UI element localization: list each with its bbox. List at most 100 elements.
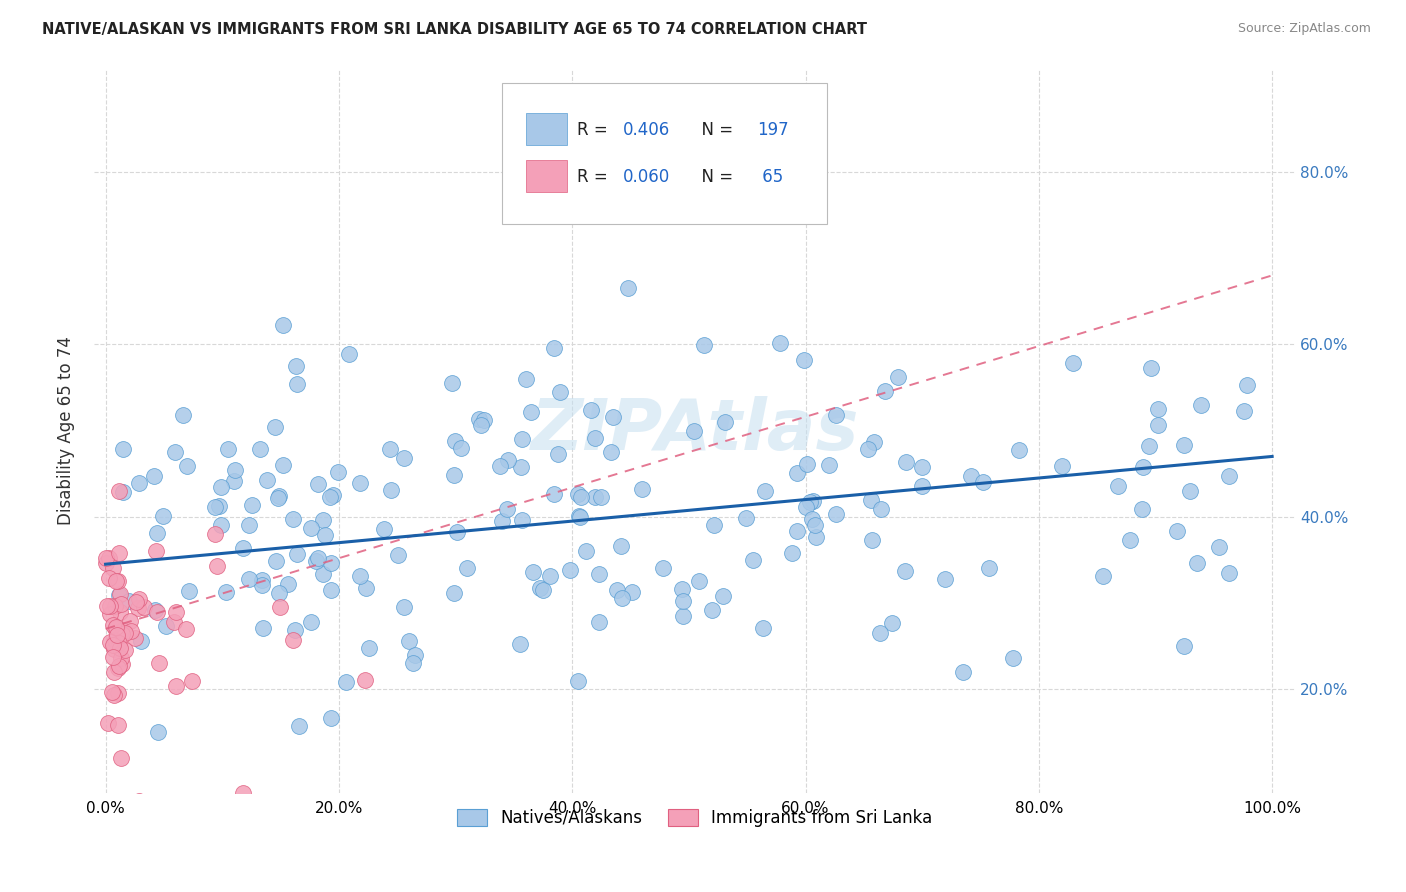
Point: [108, 605, 131, 619]
Point: [793, 352, 815, 367]
Point: [786, 466, 808, 480]
Point: [312, 513, 335, 527]
Point: [617, 280, 640, 294]
Point: [1218, 566, 1240, 581]
Point: [162, 615, 184, 629]
Point: [1146, 417, 1168, 432]
Point: [440, 376, 463, 391]
Point: [319, 582, 342, 597]
Point: [110, 597, 132, 611]
Point: [547, 447, 569, 461]
Point: [443, 467, 465, 482]
Point: [510, 513, 533, 527]
Point: [804, 517, 827, 532]
Point: [97, 715, 120, 730]
Point: [825, 508, 848, 522]
Point: [120, 624, 142, 639]
Point: [581, 403, 603, 417]
Point: [97, 571, 120, 585]
Point: [145, 543, 167, 558]
Point: [515, 372, 537, 386]
Text: 65: 65: [758, 168, 783, 186]
Point: [567, 673, 589, 688]
Point: [118, 594, 141, 608]
Point: [98, 607, 121, 621]
Point: [538, 569, 561, 583]
Point: [569, 490, 592, 504]
Point: [1185, 556, 1208, 570]
Point: [132, 600, 155, 615]
Point: [111, 624, 134, 638]
Point: [1140, 360, 1163, 375]
Point: [1119, 533, 1142, 547]
Point: [108, 658, 131, 673]
Point: [491, 515, 513, 529]
Point: [232, 541, 254, 555]
Point: [373, 522, 395, 536]
Point: [472, 412, 495, 426]
Point: [101, 618, 124, 632]
Point: [114, 643, 136, 657]
Point: [882, 616, 904, 631]
Point: [166, 605, 188, 619]
Point: [1166, 524, 1188, 538]
Point: [519, 405, 541, 419]
Text: 0.406: 0.406: [623, 121, 669, 139]
Point: [1002, 650, 1025, 665]
Point: [166, 679, 188, 693]
Point: [651, 561, 673, 575]
Point: [387, 548, 409, 562]
Point: [911, 478, 934, 492]
Point: [583, 431, 606, 445]
Point: [103, 641, 125, 656]
Point: [754, 483, 776, 498]
Point: [176, 458, 198, 473]
Point: [108, 586, 131, 600]
Point: [568, 508, 591, 523]
Point: [271, 318, 294, 332]
Point: [283, 633, 305, 648]
Point: [550, 384, 572, 399]
Point: [401, 656, 423, 670]
Point: [240, 498, 263, 512]
Point: [314, 527, 336, 541]
Point: [124, 632, 146, 646]
Point: [575, 543, 598, 558]
Point: [450, 442, 472, 456]
Point: [378, 442, 401, 456]
Point: [498, 453, 520, 467]
Point: [870, 502, 893, 516]
Point: [1218, 469, 1240, 483]
Point: [98, 634, 121, 648]
Point: [688, 574, 710, 588]
Text: Source: ZipAtlas.com: Source: ZipAtlas.com: [1237, 22, 1371, 36]
Point: [893, 564, 915, 578]
Point: [703, 517, 725, 532]
Point: [468, 412, 491, 426]
Point: [858, 442, 880, 456]
Point: [558, 563, 581, 577]
Point: [152, 508, 174, 523]
Point: [217, 442, 239, 457]
Text: 0.060: 0.060: [623, 168, 669, 186]
Point: [180, 674, 202, 689]
Point: [817, 458, 839, 472]
Text: 197: 197: [758, 121, 789, 139]
Point: [111, 626, 134, 640]
Point: [256, 473, 278, 487]
Point: [287, 719, 309, 733]
Text: R =: R =: [576, 168, 613, 186]
Point: [398, 634, 420, 648]
Point: [145, 526, 167, 541]
Point: [801, 494, 824, 508]
Point: [96, 599, 118, 614]
Point: [267, 586, 290, 600]
Point: [392, 599, 415, 614]
Point: [860, 533, 883, 548]
Y-axis label: Disability Age 65 to 74: Disability Age 65 to 74: [58, 336, 75, 525]
Point: [1180, 484, 1202, 499]
Point: [250, 573, 273, 587]
Point: [252, 621, 274, 635]
Point: [128, 591, 150, 606]
Point: [94, 556, 117, 570]
